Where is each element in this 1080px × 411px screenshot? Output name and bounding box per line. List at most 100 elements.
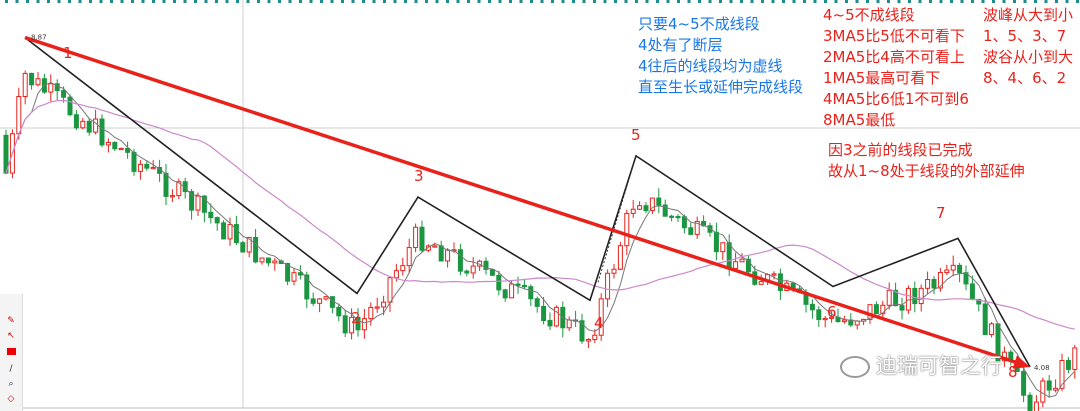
candle-body bbox=[669, 215, 675, 218]
candle-body bbox=[342, 315, 348, 334]
wechat-icon bbox=[840, 356, 870, 378]
top-marker bbox=[162, 0, 166, 3]
annotation-red-col1: 4~5不成线段 3MA5比5低不可看下 2MA5比4高不可看上 1MA5最高可看… bbox=[823, 5, 969, 131]
candle-body bbox=[163, 172, 169, 197]
candle-body bbox=[701, 220, 707, 227]
candle-body bbox=[1053, 387, 1059, 391]
candle-body bbox=[925, 279, 931, 289]
candle-body bbox=[105, 142, 111, 146]
trend-arrowhead bbox=[1012, 355, 1030, 369]
top-marker bbox=[509, 0, 512, 3]
candle-body bbox=[400, 265, 406, 272]
candle-body bbox=[541, 305, 547, 322]
top-marker bbox=[708, 0, 712, 3]
candle-body bbox=[189, 191, 195, 211]
top-marker bbox=[5, 0, 8, 3]
candle-body bbox=[624, 212, 630, 247]
annotation-line: 故从1~8处于线段的外部延伸 bbox=[828, 162, 1025, 180]
candle-body bbox=[195, 195, 201, 211]
candle-body bbox=[304, 274, 310, 300]
candle-body bbox=[534, 298, 540, 307]
top-marker bbox=[425, 0, 428, 3]
candle-body bbox=[937, 272, 943, 289]
annotation-line: 4~5不成线段 bbox=[823, 6, 915, 24]
annotation-line: 直至生长或延伸完成线段 bbox=[638, 78, 804, 96]
ma-short-line bbox=[5, 81, 1076, 398]
top-marker bbox=[309, 0, 313, 3]
wave-point-label: 8 bbox=[1008, 362, 1018, 381]
line-tool-icon[interactable]: / bbox=[9, 364, 13, 374]
candle-body bbox=[816, 309, 822, 321]
candle-body bbox=[598, 298, 604, 336]
candle-body bbox=[323, 296, 329, 300]
wave-point-label: 5 bbox=[631, 125, 641, 144]
annotation-line: 8、4、6、2 bbox=[983, 69, 1067, 87]
top-marker bbox=[582, 0, 586, 3]
top-marker bbox=[960, 0, 964, 3]
wave-point-label: 7 bbox=[936, 204, 946, 223]
candle-body bbox=[912, 287, 918, 305]
candle-body bbox=[957, 264, 963, 274]
candle-body bbox=[406, 247, 412, 267]
top-marker bbox=[782, 0, 785, 3]
top-marker bbox=[834, 0, 838, 3]
erase-tool-icon[interactable]: ◇ bbox=[7, 394, 15, 404]
candle-body bbox=[585, 339, 591, 342]
zoom-tool-icon[interactable]: ⌕ bbox=[8, 379, 14, 389]
candle-body bbox=[67, 96, 73, 116]
top-marker bbox=[488, 0, 491, 3]
candle-body bbox=[656, 197, 662, 206]
top-marker bbox=[719, 0, 722, 3]
candle-body bbox=[854, 320, 860, 326]
top-marker bbox=[383, 0, 386, 3]
candle-body bbox=[944, 269, 950, 274]
candle-body bbox=[521, 284, 527, 288]
top-marker bbox=[1044, 0, 1048, 3]
top-marker bbox=[435, 0, 439, 3]
top-marker bbox=[950, 0, 953, 3]
top-marker bbox=[603, 0, 607, 3]
top-marker bbox=[929, 0, 932, 3]
arrow-tool-icon[interactable]: ↖ bbox=[7, 331, 15, 341]
top-marker bbox=[1023, 0, 1027, 3]
top-marker bbox=[540, 0, 544, 3]
top-marker bbox=[656, 0, 659, 3]
top-marker bbox=[131, 0, 134, 3]
candle-body bbox=[374, 306, 380, 309]
candle-body bbox=[419, 226, 425, 251]
top-marker bbox=[288, 0, 292, 3]
top-marker bbox=[15, 0, 19, 3]
candle-body bbox=[662, 204, 668, 217]
top-marker bbox=[635, 0, 638, 3]
candle-body bbox=[381, 301, 387, 308]
rect-tool-icon[interactable] bbox=[5, 348, 17, 358]
candle-body bbox=[214, 217, 220, 224]
top-marker bbox=[26, 0, 29, 3]
candle-body bbox=[867, 304, 873, 320]
annotation-line: 因3之前的线段已完成 bbox=[828, 141, 973, 159]
candle-body bbox=[566, 319, 572, 329]
top-marker bbox=[393, 0, 397, 3]
top-marker bbox=[57, 0, 61, 3]
drawing-toolbar: ✎ ↖ / ⌕ ◇ bbox=[0, 294, 23, 411]
candle-body bbox=[48, 83, 54, 93]
candle-body bbox=[368, 306, 374, 320]
annotation-line: 波谷从小到大 bbox=[983, 48, 1074, 66]
top-marker bbox=[1076, 0, 1079, 3]
candle-body bbox=[393, 270, 399, 279]
candle-body bbox=[483, 260, 489, 270]
top-marker bbox=[698, 0, 701, 3]
candle-body bbox=[688, 227, 694, 235]
candle-body bbox=[16, 96, 22, 135]
candle-body bbox=[86, 120, 92, 133]
top-marker bbox=[257, 0, 260, 3]
candle-body bbox=[502, 289, 508, 299]
pen-tool-icon[interactable]: ✎ bbox=[7, 316, 15, 326]
candle-body bbox=[969, 283, 975, 300]
top-marker bbox=[740, 0, 743, 3]
top-marker bbox=[593, 0, 596, 3]
top-marker bbox=[761, 0, 764, 3]
top-marker bbox=[1055, 0, 1058, 3]
candle-body bbox=[982, 303, 988, 336]
candle-body bbox=[125, 147, 131, 153]
